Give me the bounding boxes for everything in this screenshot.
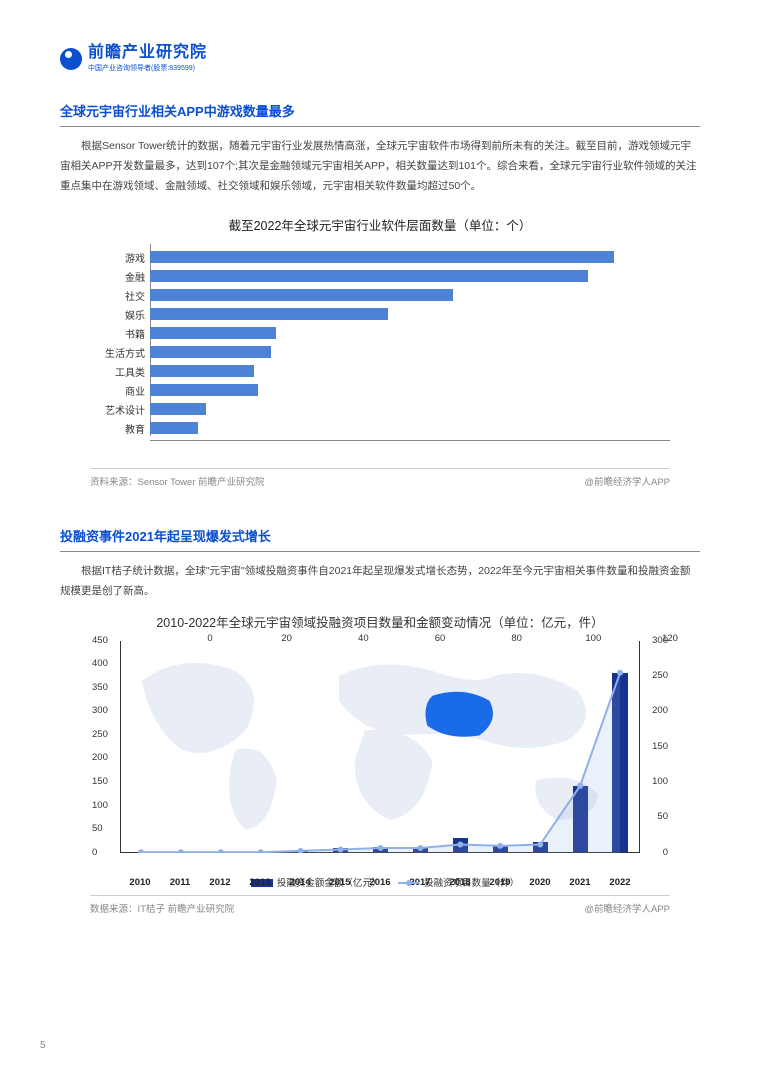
chart1-bar-row (150, 267, 670, 286)
chart1-bar-row (150, 286, 670, 305)
chart2-yright-tick: 50 (657, 811, 668, 822)
chart1-source-right: @前瞻经济学人APP (584, 474, 670, 488)
chart1-bar (150, 346, 271, 358)
chart2-xtick: 2013 (249, 877, 270, 888)
chart2-title: 2010-2022年全球元宇宙领域投融资项目数量和金额变动情况（单位：亿元，件） (90, 612, 670, 631)
chart2-yleft-tick: 0 (92, 847, 97, 858)
chart1-category-label: 娱乐 (90, 307, 145, 322)
chart2-xtick: 2015 (329, 877, 350, 888)
chart1-category-label: 工具类 (90, 364, 145, 379)
chart1-bar (150, 327, 276, 339)
chart2-yright-tick: 300 (652, 635, 668, 646)
logo-name: 前瞻产业研究院 (88, 45, 207, 61)
chart2-container: 2010-2022年全球元宇宙领域投融资项目数量和金额变动情况（单位：亿元，件） (90, 612, 670, 889)
section1-paragraph: 根据Sensor Tower统计的数据，随着元宇宙行业发展热情高涨，全球元宇宙软… (60, 137, 700, 197)
chart2-yleft-tick: 450 (92, 635, 108, 646)
section2-title: 投融资事件2021年起呈现爆发式增长 (60, 526, 700, 545)
chart1-bar-row (150, 400, 670, 419)
section2-divider (60, 551, 700, 552)
chart2-source-row: 数据来源：IT桔子 前瞻产业研究院 @前瞻经济学人APP (90, 895, 670, 915)
chart2-xtick: 2020 (529, 877, 550, 888)
chart2-plot (120, 641, 640, 853)
chart2-yleft-tick: 150 (92, 776, 108, 787)
section1-title: 全球元宇宙行业相关APP中游戏数量最多 (60, 101, 700, 120)
chart2-xtick: 2016 (369, 877, 390, 888)
chart2-yright-tick: 150 (652, 741, 668, 752)
chart2-xtick: 2010 (129, 877, 150, 888)
section2-paragraph: 根据IT桔子统计数据，全球"元宇宙"领域投融资事件自2021年起呈现爆发式增长态… (60, 562, 700, 602)
chart1-bar (150, 308, 388, 320)
chart2-xtick: 2019 (489, 877, 510, 888)
legend-line-swatch (398, 882, 420, 884)
chart1-category-label: 教育 (90, 421, 145, 436)
chart1-bar (150, 403, 206, 415)
chart2-yleft-tick: 250 (92, 729, 108, 740)
chart1-source-left: 资料来源：Sensor Tower 前瞻产业研究院 (90, 474, 265, 488)
chart1-category-label: 艺术设计 (90, 402, 145, 417)
chart1-bar-row (150, 362, 670, 381)
chart2-xtick: 2018 (449, 877, 470, 888)
chart1-bar-row (150, 305, 670, 324)
logo-subtitle: 中国产业咨询领导者(股票:839599) (88, 63, 207, 73)
logo-block: 前瞻产业研究院 中国产业咨询领导者(股票:839599) (60, 45, 700, 73)
chart2-xtick: 2014 (289, 877, 310, 888)
chart1-category-label: 游戏 (90, 250, 145, 265)
chart2-yleft-tick: 350 (92, 682, 108, 693)
chart2-yleft-tick: 50 (92, 823, 103, 834)
chart1-category-label: 生活方式 (90, 345, 145, 360)
chart1-source-row: 资料来源：Sensor Tower 前瞻产业研究院 @前瞻经济学人APP (90, 468, 670, 488)
chart1-bar-row (150, 324, 670, 343)
chart1-bar-row (150, 419, 670, 438)
chart1-bar (150, 422, 198, 434)
chart2-yright-tick: 0 (663, 847, 668, 858)
chart1-plot: 游戏金融社交娱乐书籍生活方式工具类商业艺术设计教育020406080100120 (90, 248, 670, 460)
chart1-category-label: 书籍 (90, 326, 145, 341)
chart1-bar (150, 384, 258, 396)
chart2-yright-tick: 200 (652, 705, 668, 716)
chart1-bar-row (150, 248, 670, 267)
chart2-xtick: 2012 (209, 877, 230, 888)
chart1-container: 截至2022年全球元宇宙行业软件层面数量（单位：个） 游戏金融社交娱乐书籍生活方… (90, 215, 670, 460)
chart1-bar (150, 365, 254, 377)
page-number: 5 (40, 1040, 46, 1051)
chart1-category-label: 商业 (90, 383, 145, 398)
chart2-source-left: 数据来源：IT桔子 前瞻产业研究院 (90, 901, 234, 915)
chart2-yleft-tick: 300 (92, 705, 108, 716)
chart2-xtick: 2011 (170, 877, 191, 888)
chart2-yleft-tick: 200 (92, 752, 108, 763)
chart1-bar (150, 289, 453, 301)
chart1-category-label: 金融 (90, 269, 145, 284)
chart2-source-right: @前瞻经济学人APP (584, 901, 670, 915)
chart1-category-label: 社交 (90, 288, 145, 303)
chart1-title: 截至2022年全球元宇宙行业软件层面数量（单位：个） (90, 215, 670, 234)
chart2-yleft-tick: 100 (92, 800, 108, 811)
chart2-yright-tick: 100 (652, 776, 668, 787)
chart1-bar-row (150, 343, 670, 362)
logo-icon (60, 48, 82, 70)
chart2-yright-tick: 250 (652, 670, 668, 681)
chart1-bar (150, 251, 614, 263)
chart2-xtick: 2021 (569, 877, 590, 888)
chart1-bar-row (150, 381, 670, 400)
chart2-xtick: 2022 (609, 877, 630, 888)
chart2-yleft-tick: 400 (92, 658, 108, 669)
section1-divider (60, 126, 700, 127)
chart1-bar (150, 270, 588, 282)
